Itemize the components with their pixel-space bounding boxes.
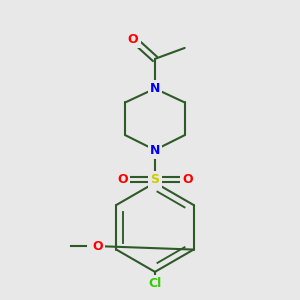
Text: N: N [150,143,160,157]
Text: S: S [151,173,160,186]
Text: N: N [150,82,160,95]
Text: O: O [128,32,139,46]
Text: O: O [117,173,128,186]
Text: O: O [182,173,193,186]
Text: O: O [92,240,103,253]
Text: Cl: Cl [148,277,162,290]
